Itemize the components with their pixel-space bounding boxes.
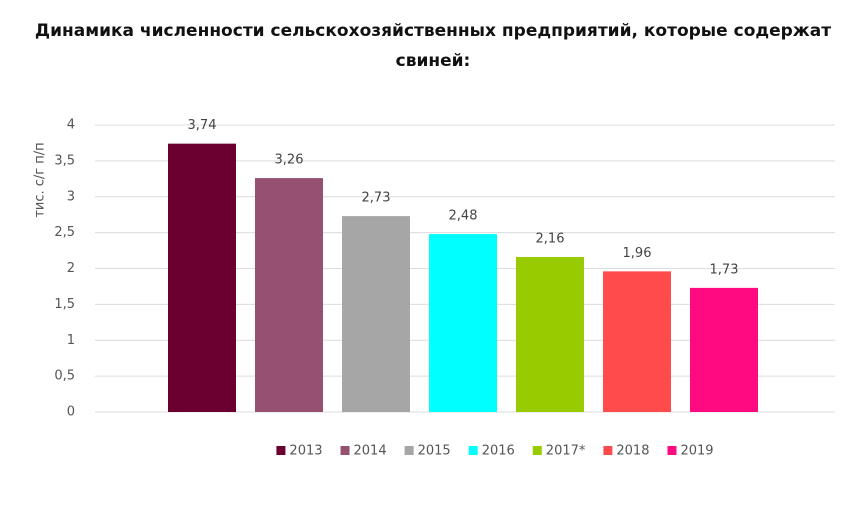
y-tick-label: 2 xyxy=(67,261,75,276)
y-tick-label: 1,5 xyxy=(54,297,75,312)
bar xyxy=(690,287,758,412)
legend-swatch xyxy=(340,446,350,455)
value-label: 3,74 xyxy=(188,118,217,133)
bar xyxy=(603,271,671,412)
legend-swatch xyxy=(276,446,286,455)
value-label: 2,73 xyxy=(362,191,391,206)
legend-label: 2019 xyxy=(680,444,713,459)
chart-title: Динамика численности сельскохозяйственны… xyxy=(34,21,832,71)
y-tick-label: 2,5 xyxy=(54,225,75,240)
y-tick-label: 4 xyxy=(67,118,75,133)
legend-swatch xyxy=(603,446,613,455)
bar xyxy=(342,216,410,412)
value-label: 2,48 xyxy=(449,209,478,224)
legend-label: 2016 xyxy=(482,444,515,459)
bar xyxy=(255,178,323,412)
legend-swatch xyxy=(468,446,478,455)
legend-label: 2015 xyxy=(418,444,451,459)
legend-swatch xyxy=(404,446,414,455)
legend-label: 2013 xyxy=(289,444,322,459)
legend-label: 2017* xyxy=(546,444,586,459)
legend-label: 2018 xyxy=(616,444,649,459)
value-label: 3,26 xyxy=(275,153,304,168)
value-label: 1,96 xyxy=(623,246,652,261)
bar xyxy=(429,234,497,412)
value-label: 2,16 xyxy=(536,232,565,247)
value-label: 1,73 xyxy=(710,262,739,277)
y-tick-label: 3 xyxy=(67,189,75,204)
y-tick-label: 0,5 xyxy=(54,369,75,384)
y-tick-label: 3,5 xyxy=(54,153,75,168)
y-tick-label: 0 xyxy=(67,405,75,420)
y-tick-label: 1 xyxy=(67,333,75,348)
legend-swatch xyxy=(667,446,677,455)
legend-label: 2014 xyxy=(354,444,387,459)
y-axis-label: тис. с/г п/п xyxy=(33,142,48,217)
bar xyxy=(516,257,584,412)
bar xyxy=(168,143,236,412)
legend-swatch xyxy=(532,446,542,455)
